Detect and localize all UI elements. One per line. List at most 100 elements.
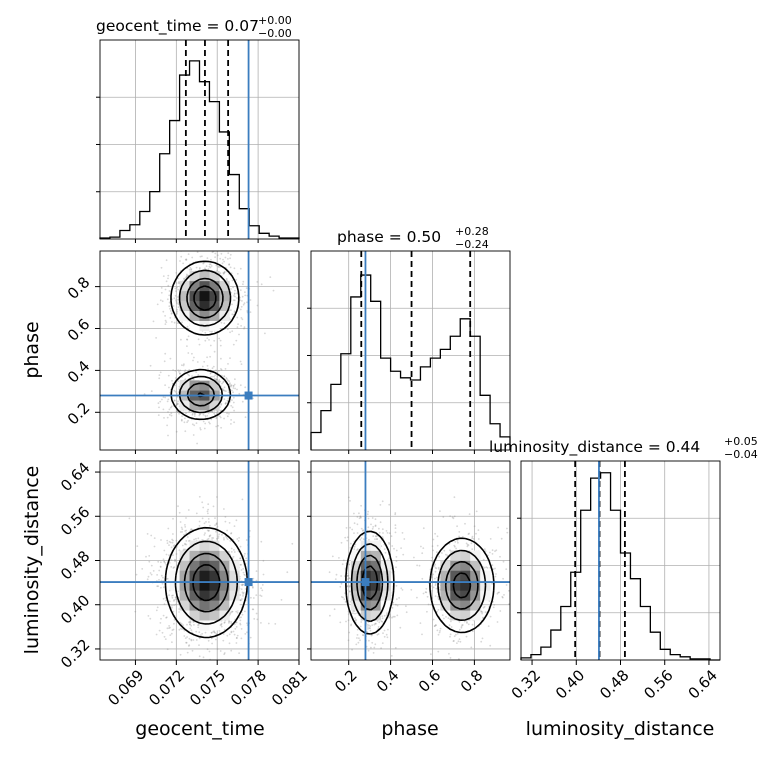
contour-level [356,554,479,611]
sample-point [134,610,137,613]
sample-point [209,524,211,527]
sample-point [438,631,441,634]
sample-point [347,577,350,579]
sample-point [255,594,258,596]
sample-point [170,312,173,315]
sample-point [228,380,231,383]
sample-point [173,399,176,402]
density-bin [450,550,461,561]
sample-point [183,363,185,366]
sample-point [232,391,235,394]
sample-point [233,421,236,424]
sample-point [362,538,365,541]
x-tick-label: 0.4 [373,666,403,696]
sample-point [345,620,347,623]
sample-point [186,325,189,328]
sample-point [171,629,174,631]
sample-point [458,628,461,631]
sample-point [224,402,227,405]
sample-point [191,352,193,355]
sample-point [344,601,347,603]
sample-point [170,632,173,635]
sample-point [218,370,220,372]
sample-point [244,416,247,419]
sample-point [393,615,396,618]
sample-point [215,530,217,533]
sample-point [370,646,372,649]
contour-level [345,530,495,635]
sample-point [236,634,239,637]
sample-point [353,512,355,515]
sample-point [222,389,225,391]
sample-point [379,504,382,506]
density-bin [350,570,362,581]
sample-point [222,273,225,275]
density-bin [179,610,190,621]
sample-point [233,299,236,302]
sample-point [227,252,230,255]
sample-point [171,541,174,544]
sample-point [453,515,456,518]
sample-point [212,505,215,508]
sample-point [209,422,211,425]
sample-point [241,598,243,600]
sample-point [447,617,450,619]
sample-point [172,539,174,542]
sample-point [236,292,239,295]
sample-point [171,641,173,644]
sample-point [171,596,174,599]
sample-point [211,537,213,539]
sample-point [223,386,226,389]
sample-point [217,537,220,539]
sample-point [348,590,351,592]
density-bin [460,590,471,601]
sample-point [477,538,480,540]
sample-point [162,396,165,398]
sample-point [434,570,437,573]
sample-point [346,575,349,577]
sample-point [211,375,213,378]
sample-point [405,605,407,607]
sample-point [228,642,231,645]
sample-point [162,408,165,411]
sample-point [216,375,219,378]
sample-point [223,375,226,377]
sample-point [224,520,227,523]
sample-point [230,419,233,421]
sample-point [499,610,502,612]
sample-point [167,527,170,530]
sample-point [261,589,264,592]
sample-point [436,610,438,613]
density-bin [470,570,481,581]
sample-point [495,573,497,575]
sample-point [328,571,331,574]
sample-point [184,542,186,545]
sample-point [202,656,205,659]
sample-point [379,521,382,524]
sample-point [367,526,370,529]
sample-point [155,337,158,339]
sample-point [426,610,428,613]
sample-point [243,555,246,557]
sample-point [359,625,362,628]
density-bin [179,600,190,611]
sample-point [229,382,231,385]
sample-point [350,542,352,545]
sample-point [178,370,180,373]
sample-point [480,611,483,613]
sample-point [209,534,212,537]
sample-point [366,630,368,633]
sample-point [242,595,244,597]
sample-point [255,579,258,582]
sample-point [433,625,436,627]
xlabel-luminosity-distance: luminosity_distance [526,718,715,740]
sample-point [467,623,470,626]
sample-point [441,614,444,617]
sample-point [425,591,428,594]
sample-point [172,594,174,597]
sample-point [371,624,374,626]
sample-point [189,623,191,626]
sample-point [422,592,425,595]
sample-point [492,606,495,609]
sample-point [156,606,159,609]
